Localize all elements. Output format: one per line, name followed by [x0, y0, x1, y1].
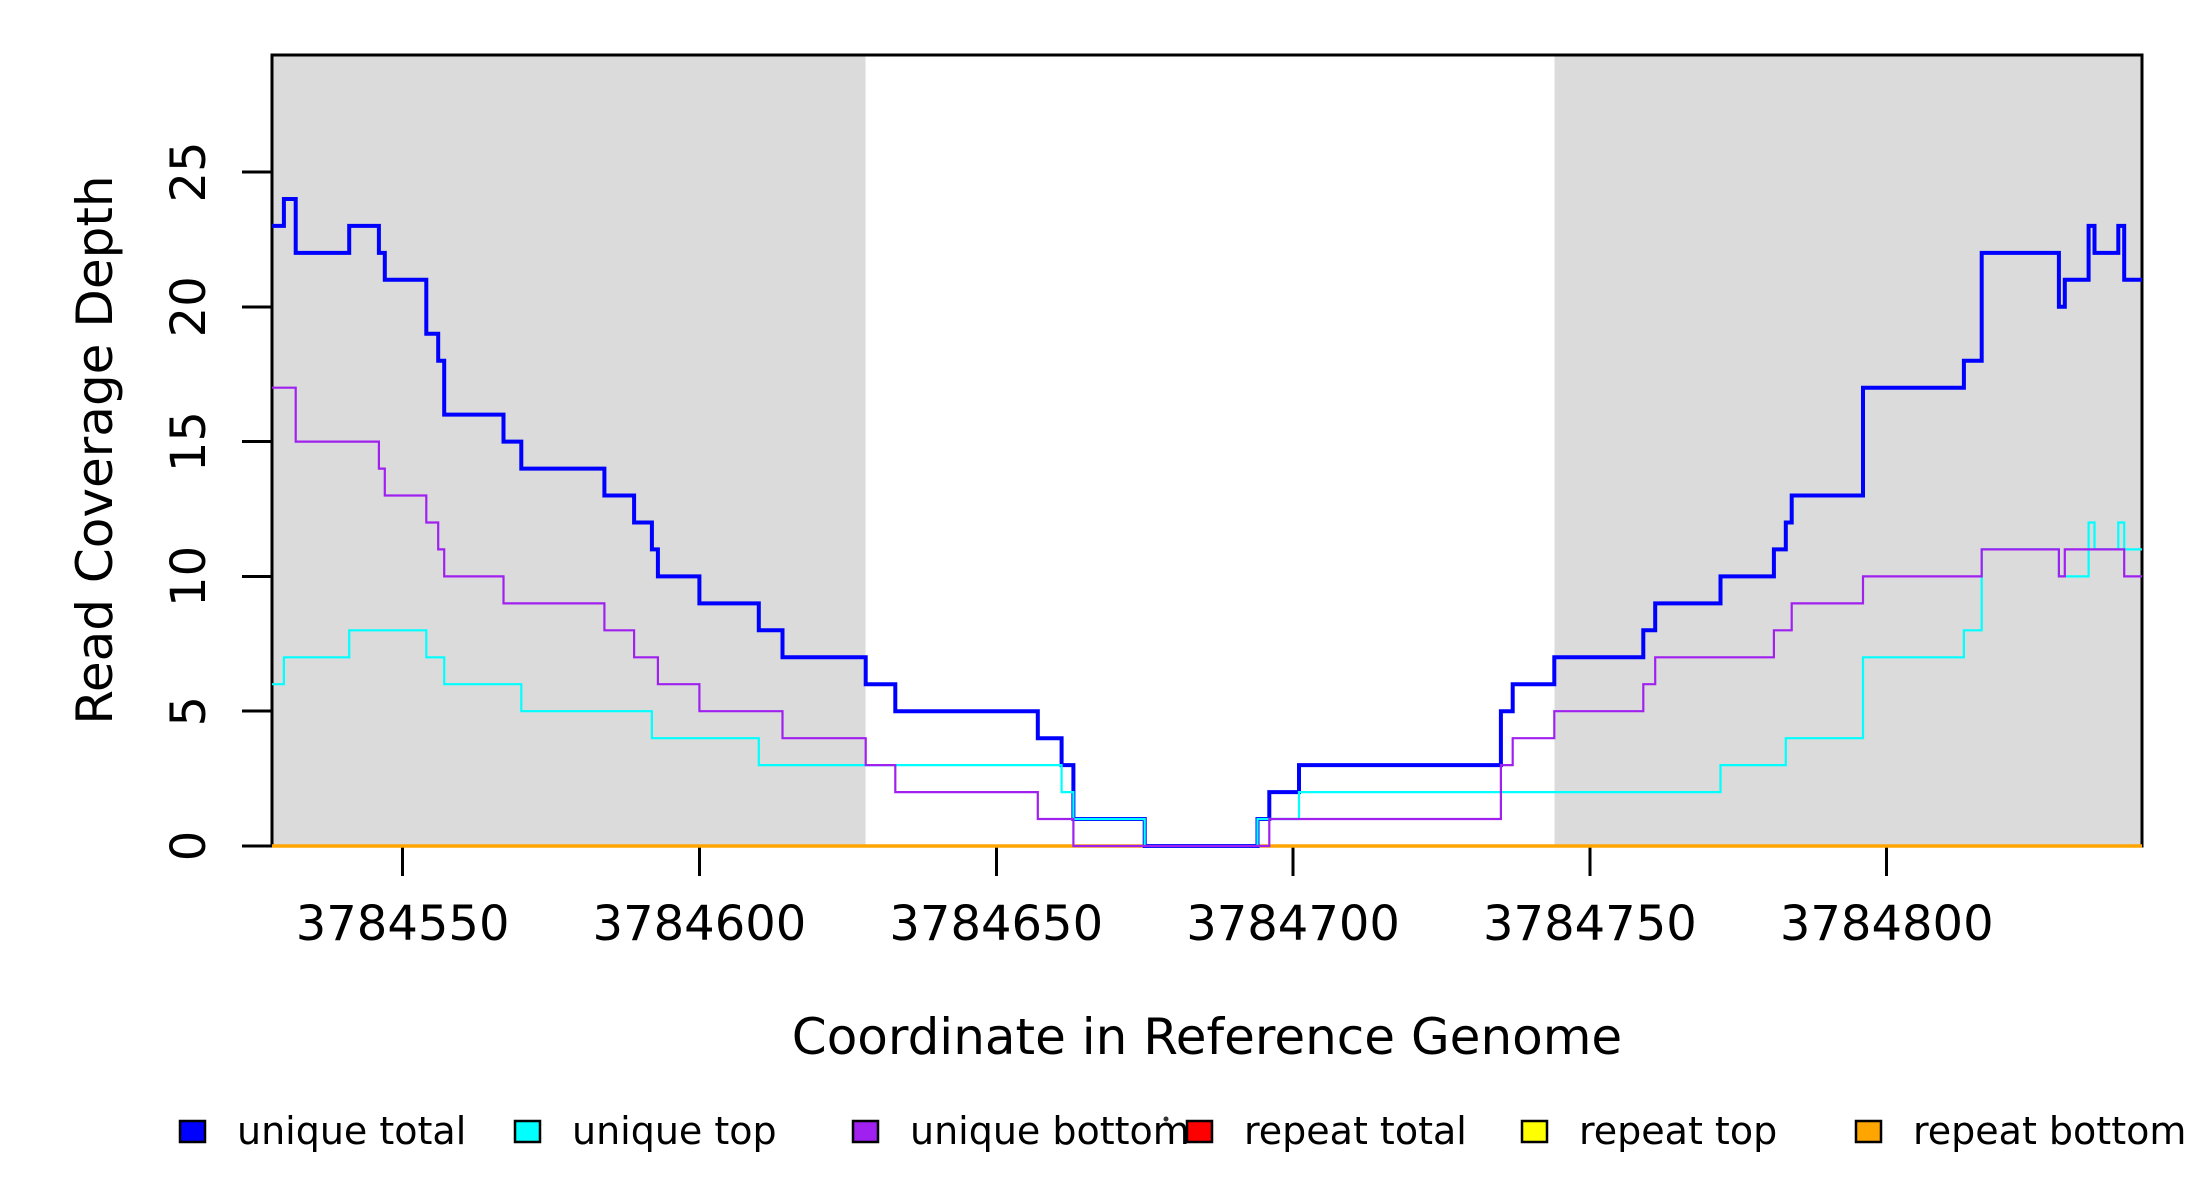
x-tick-label: 3784550: [296, 896, 510, 952]
legend-swatch-unique-top: [513, 1119, 542, 1144]
y-tick-label: 0: [161, 831, 217, 862]
y-tick-label: 10: [161, 546, 217, 607]
y-tick-label: 5: [161, 696, 217, 727]
y-axis-title: Read Coverage Depth: [66, 175, 124, 725]
x-axis-title: Coordinate in Reference Genome: [791, 1008, 1623, 1066]
legend-swatch-unique-total: [178, 1119, 207, 1144]
x-tick-label: 3784650: [889, 896, 1103, 952]
x-tick-label: 3784750: [1483, 896, 1697, 952]
legend-label-unique-total: unique total: [237, 1109, 466, 1153]
legend-label-repeat-top: repeat top: [1579, 1109, 1777, 1153]
legend-label-repeat-total: repeat total: [1244, 1109, 1467, 1153]
legend-swatch-repeat-top: [1520, 1119, 1549, 1144]
x-tick-label: 3784700: [1186, 896, 1400, 952]
legend-label-repeat-bottom: repeat bottom: [1913, 1109, 2186, 1153]
legend-label-unique-top: unique top: [572, 1109, 777, 1153]
legend-swatch-repeat-bottom: [1854, 1119, 1883, 1144]
y-tick-label: 15: [161, 411, 217, 472]
legend-label-unique-bottom: unique bottom: [910, 1109, 1190, 1153]
x-tick-label: 3784800: [1780, 896, 1994, 952]
stray-dot: [1163, 1116, 1169, 1122]
shaded-region-left: [272, 55, 866, 846]
y-tick-label: 20: [161, 276, 217, 337]
legend-swatch-unique-bottom: [851, 1119, 880, 1144]
shaded-region-right: [1554, 55, 2142, 846]
x-tick-label: 3784600: [593, 896, 807, 952]
series-unique-bottom: [272, 386, 2142, 848]
legend-swatch-repeat-total: [1185, 1119, 1214, 1144]
y-tick-label: 25: [161, 141, 217, 202]
